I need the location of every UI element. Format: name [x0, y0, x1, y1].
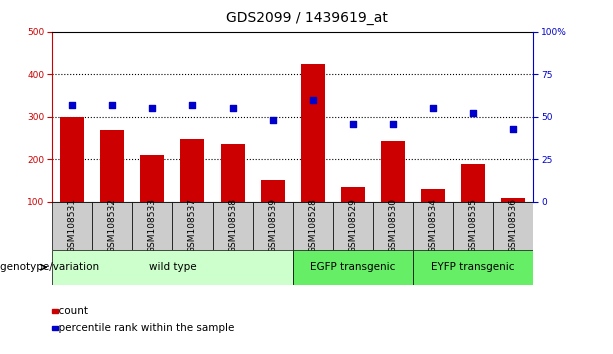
Point: [188, 102, 197, 108]
Text: GSM108530: GSM108530: [389, 198, 397, 253]
Point: [268, 118, 278, 123]
Text: GDS2099 / 1439619_at: GDS2099 / 1439619_at: [226, 11, 387, 25]
Point: [508, 126, 518, 132]
Point: [148, 105, 158, 111]
Text: count: count: [52, 306, 88, 316]
Bar: [213, 202, 253, 250]
Bar: [501, 198, 525, 244]
Text: GSM108528: GSM108528: [308, 198, 318, 253]
Bar: [373, 202, 413, 250]
Text: GSM108532: GSM108532: [108, 198, 116, 253]
Text: percentile rank within the sample: percentile rank within the sample: [52, 323, 235, 333]
Text: GSM108539: GSM108539: [268, 198, 277, 253]
Text: EGFP transgenic: EGFP transgenic: [310, 262, 395, 272]
Bar: [92, 202, 132, 250]
Point: [107, 102, 117, 108]
Bar: [301, 64, 325, 244]
Bar: [253, 202, 293, 250]
Text: GSM108535: GSM108535: [469, 198, 478, 253]
Bar: [413, 250, 533, 285]
Bar: [140, 155, 164, 244]
Bar: [172, 202, 213, 250]
Point: [428, 105, 438, 111]
Point: [308, 97, 318, 103]
Text: GSM108538: GSM108538: [228, 198, 237, 253]
Text: GSM108537: GSM108537: [188, 198, 197, 253]
Bar: [341, 187, 365, 244]
Bar: [60, 117, 84, 244]
Text: GSM108529: GSM108529: [348, 198, 357, 253]
Text: GSM108536: GSM108536: [509, 198, 518, 253]
Bar: [461, 164, 485, 244]
Bar: [333, 202, 373, 250]
Bar: [52, 202, 92, 250]
Bar: [132, 202, 172, 250]
Point: [388, 121, 398, 126]
Bar: [381, 142, 405, 244]
Bar: [493, 202, 533, 250]
Text: GSM108534: GSM108534: [428, 198, 438, 253]
Text: wild type: wild type: [148, 262, 196, 272]
Text: EYFP transgenic: EYFP transgenic: [432, 262, 515, 272]
Point: [348, 121, 358, 126]
Text: GSM108533: GSM108533: [148, 198, 157, 253]
Bar: [453, 202, 493, 250]
Bar: [180, 139, 205, 244]
Bar: [293, 202, 333, 250]
Bar: [101, 130, 124, 244]
Bar: [413, 202, 453, 250]
Point: [67, 102, 77, 108]
Bar: [421, 189, 445, 244]
Bar: [221, 144, 245, 244]
Bar: [293, 250, 413, 285]
Text: GSM108531: GSM108531: [67, 198, 77, 253]
Point: [227, 105, 237, 111]
Point: [468, 110, 478, 116]
Bar: [261, 180, 284, 244]
Text: genotype/variation: genotype/variation: [0, 262, 102, 272]
Bar: [52, 250, 293, 285]
